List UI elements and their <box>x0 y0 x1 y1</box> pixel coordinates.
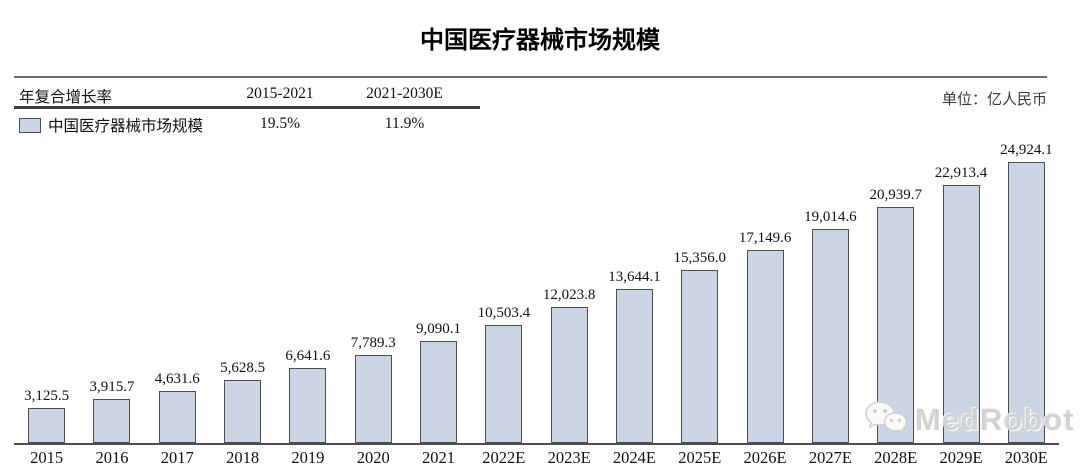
bar-value-label: 20,939.7 <box>869 186 922 203</box>
legend-label: 中国医疗器械市场规模 <box>48 118 204 135</box>
bar-2027E <box>811 228 849 443</box>
x-axis-labels: 2015 2016 2017 2018 2019 2020 2021 2022E 2023E 20… <box>14 448 1059 468</box>
x-axis-label: 2027E <box>808 448 852 467</box>
x-axis-label: 2024E <box>612 448 657 467</box>
bar-2030E <box>1007 162 1045 443</box>
bar-value-label: 3,125.5 <box>24 387 70 404</box>
bar-column: 7,789.3 <box>341 335 406 443</box>
x-axis-label: 2018 <box>226 448 260 467</box>
bar-column: 6,641.6 <box>275 348 340 443</box>
bar-2029E <box>942 184 980 443</box>
header-top-rule <box>14 76 1047 78</box>
bar-column: 5,628.5 <box>210 359 275 443</box>
bar-value-label: 10,503.4 <box>477 304 531 321</box>
bar-2016 <box>93 398 131 443</box>
bar-2018 <box>224 379 262 443</box>
x-axis-label: 2029E <box>939 448 983 467</box>
x-axis-label: 2019 <box>291 448 325 467</box>
bar-value-label: 22,913.4 <box>934 164 988 181</box>
bar-column: 15,356.0 <box>667 250 732 443</box>
cagr-value-2: 11.9% <box>384 115 425 132</box>
bar-2022E <box>485 324 523 443</box>
bar-column: 17,149.6 <box>732 230 797 443</box>
bar-2026E <box>746 249 784 443</box>
bar-value-label: 13,644.1 <box>608 269 661 286</box>
bar-column: 10,503.4 <box>471 305 536 443</box>
bar-2023E <box>550 307 588 443</box>
chart-title: 中国医疗器械市场规模 <box>420 28 660 54</box>
bar-column: 4,631.6 <box>145 371 210 443</box>
bar-2020 <box>354 355 392 443</box>
bar-2019 <box>289 368 327 443</box>
cagr-period2-header: 2021-2030E <box>366 85 443 102</box>
bar-2024E <box>615 289 653 443</box>
x-axis-label: 2021 <box>422 448 456 467</box>
bar-column: 24,924.1 <box>994 142 1059 443</box>
x-axis-label: 2026E <box>743 448 787 467</box>
x-axis-line <box>14 443 1059 445</box>
legend-swatch <box>19 117 41 133</box>
bar-value-label: 5,628.5 <box>220 359 266 376</box>
bar-column: 19,014.6 <box>798 209 863 443</box>
bar-value-label: 4,631.6 <box>154 370 200 387</box>
bar-2025E <box>681 269 719 443</box>
cagr-table-header: 年复合增长率 <box>19 89 113 106</box>
bar-2017 <box>158 390 196 443</box>
bar-value-label: 6,641.6 <box>285 348 331 365</box>
bar-column: 3,915.7 <box>79 379 144 443</box>
bar-value-label: 19,014.6 <box>804 208 857 225</box>
bar-2028E <box>877 206 915 443</box>
x-axis-label: 2028E <box>874 448 918 467</box>
bar-column: 20,939.7 <box>863 187 928 443</box>
x-axis-label: 2023E <box>547 448 591 467</box>
bar-2021 <box>420 340 458 443</box>
unit-label: 单位：亿人民币 <box>941 91 1047 108</box>
x-axis-label: 2017 <box>160 448 194 467</box>
bar-column: 13,644.1 <box>602 269 667 443</box>
legend-row: 中国医疗器械市场规模 <box>19 114 203 136</box>
bar-value-label: 12,023.8 <box>542 287 596 304</box>
x-axis-label: 2025E <box>678 448 722 467</box>
x-axis-label: 2015 <box>30 448 64 467</box>
x-axis-label: 2016 <box>95 448 129 467</box>
bar-value-label: 9,090.1 <box>416 320 462 337</box>
bar-value-label: 17,149.6 <box>738 229 792 246</box>
bar-value-label: 3,915.7 <box>89 378 135 395</box>
bar-value-label: 15,356.0 <box>673 249 727 266</box>
cagr-value-1: 19.5% <box>259 115 301 132</box>
x-axis-label: 2020 <box>356 448 390 467</box>
bar-2015 <box>28 407 66 443</box>
x-axis-label: 2030E <box>1004 448 1048 467</box>
cagr-period1-header: 2015-2021 <box>246 85 314 102</box>
bar-value-label: 24,924.1 <box>1000 142 1053 158</box>
bar-column: 9,090.1 <box>406 320 471 443</box>
bar-column: 12,023.8 <box>537 287 602 443</box>
bar-value-label: 7,789.3 <box>350 335 396 352</box>
x-axis-label: 2022E <box>482 448 526 467</box>
bar-column: 22,913.4 <box>928 165 993 443</box>
bar-plot: 3,125.5 3,915.7 4,631.6 5,628.5 6,641.6 7,789… <box>14 142 1059 443</box>
header-bottom-rule <box>14 106 480 109</box>
bar-column: 3,125.5 <box>14 388 79 443</box>
